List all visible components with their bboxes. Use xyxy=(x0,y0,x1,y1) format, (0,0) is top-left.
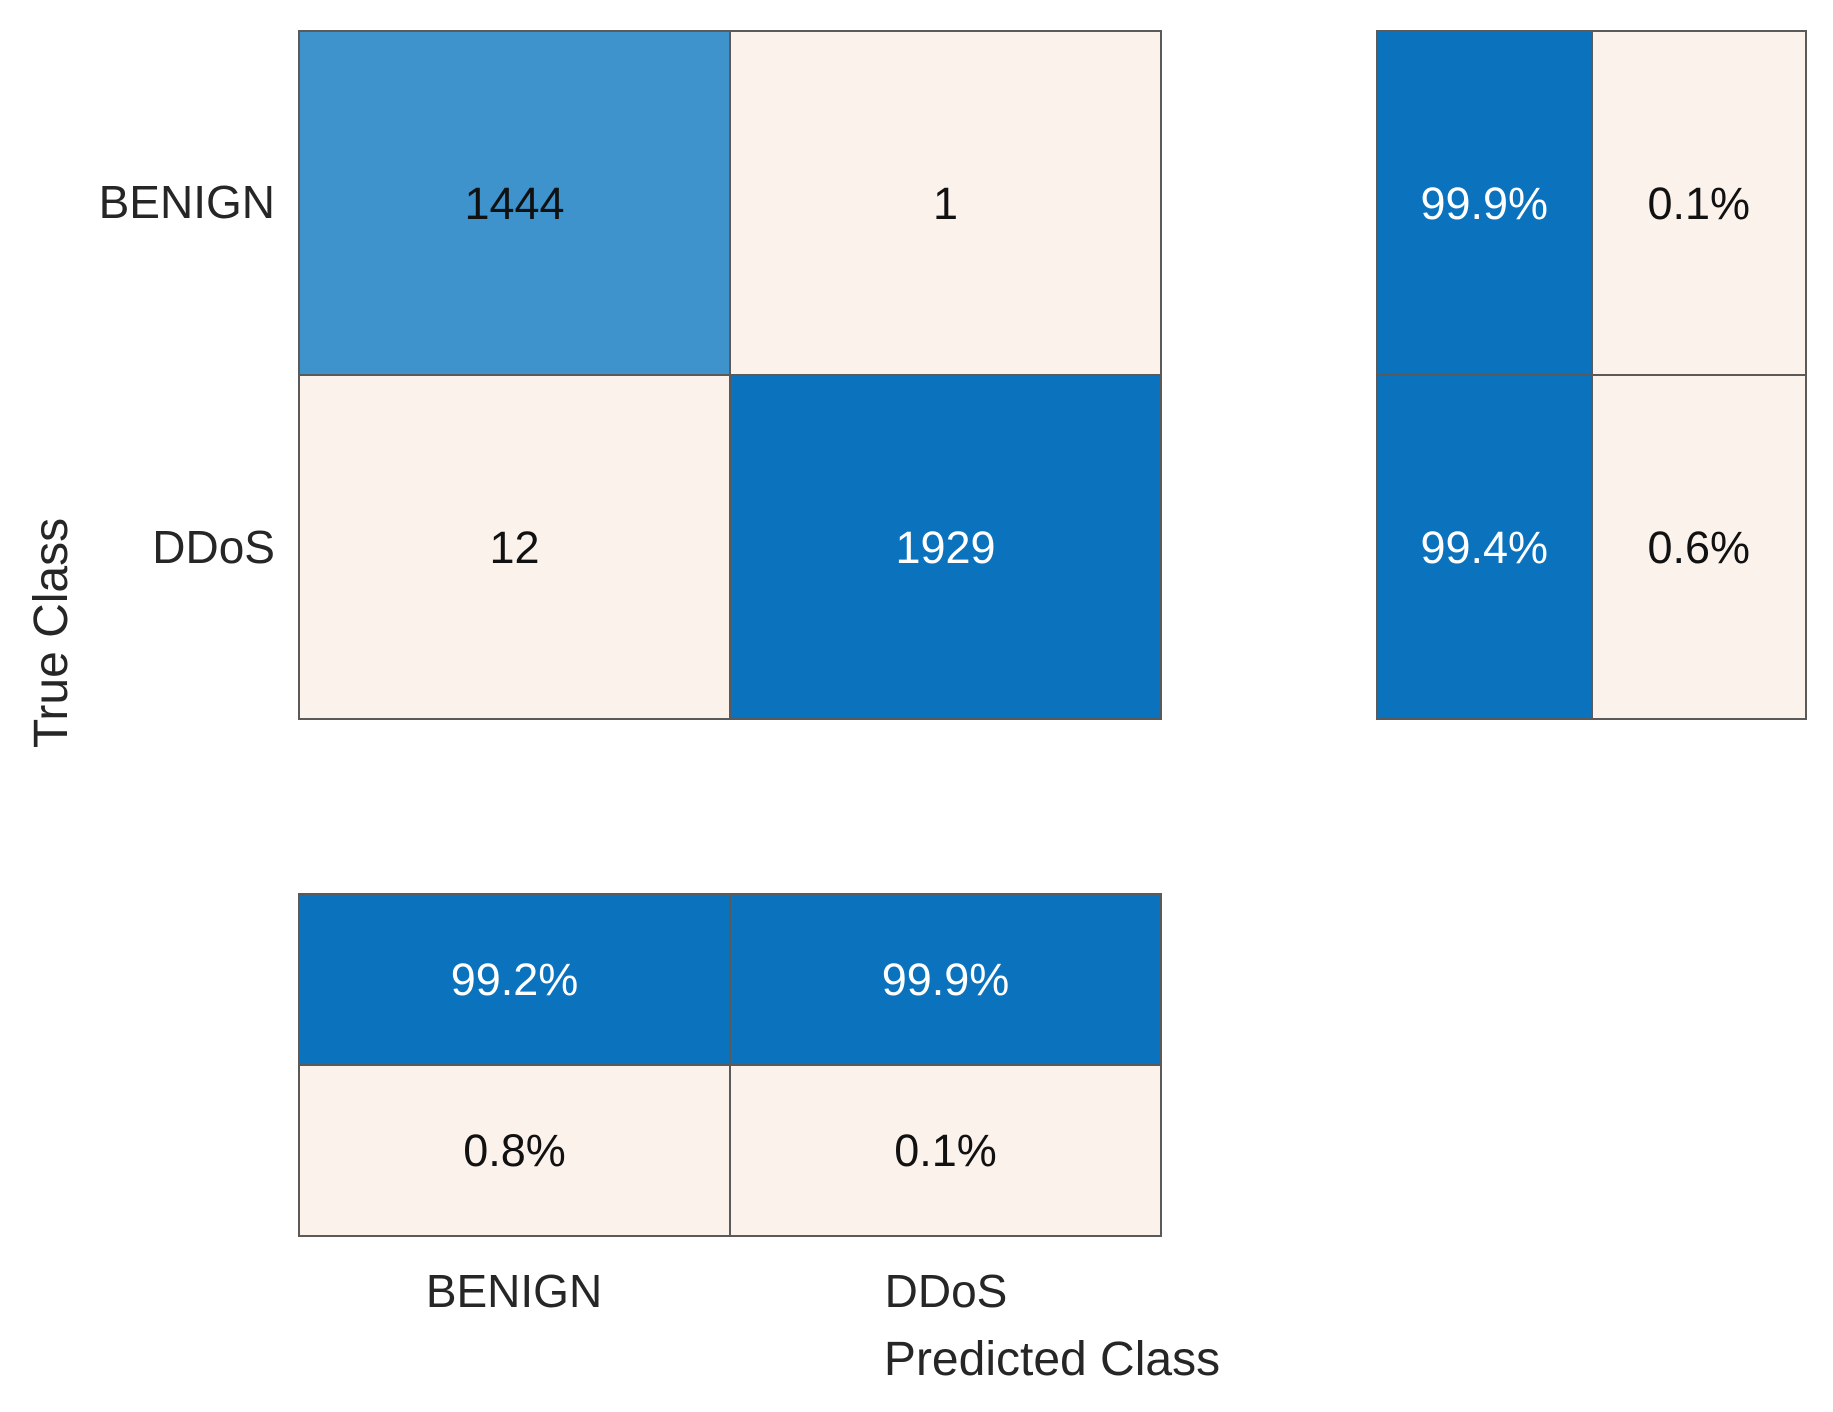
row-tick-label-benign: BENIGN xyxy=(98,176,275,228)
row-tick-label-ddos: DDoS xyxy=(152,521,275,573)
row-summary-benign-incorrect: 0.1% xyxy=(1592,32,1805,374)
column-summary-benign-correct: 99.2% xyxy=(300,895,729,1064)
row-summary-ddos-incorrect: 0.6% xyxy=(1592,376,1805,718)
row-summary-benign-correct: 99.9% xyxy=(1378,32,1591,374)
cell-true-benign-pred-ddos: 1 xyxy=(731,32,1160,374)
x-axis-label: Predicted Class xyxy=(883,1333,1221,1386)
column-tick-label-ddos: DDoS xyxy=(884,1265,1008,1317)
column-summary-grid: 99.2% 99.9% 0.8% 0.1% xyxy=(298,893,1162,1237)
cell-true-benign-pred-benign: 1444 xyxy=(300,32,729,374)
row-summary-grid: 99.9% 0.1% 99.4% 0.6% xyxy=(1376,30,1807,720)
column-summary-benign-incorrect: 0.8% xyxy=(300,1066,729,1235)
row-summary-ddos-correct: 99.4% xyxy=(1378,376,1591,718)
cell-true-ddos-pred-benign: 12 xyxy=(300,376,729,718)
confusion-matrix-grid: 1444 1 12 1929 xyxy=(298,30,1162,720)
column-tick-label-benign: BENIGN xyxy=(425,1265,603,1317)
column-summary-ddos-correct: 99.9% xyxy=(731,895,1160,1064)
column-summary-ddos-incorrect: 0.1% xyxy=(731,1066,1160,1235)
cell-true-ddos-pred-ddos: 1929 xyxy=(731,376,1160,718)
